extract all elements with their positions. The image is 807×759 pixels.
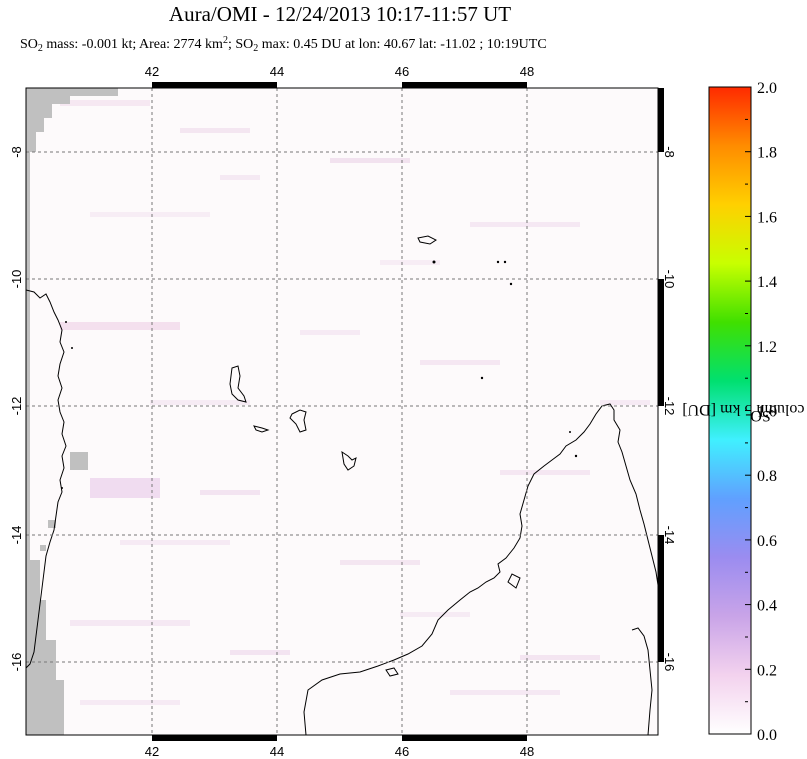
mozambique-coast: [26, 289, 67, 669]
lat-right-label: -8: [662, 146, 677, 158]
colorbar-tick-label: 1.2: [757, 339, 777, 356]
lon-bottom-label: 48: [520, 744, 534, 759]
lat-left-label: -10: [9, 270, 24, 289]
lat-left-label: -16: [9, 653, 24, 672]
colorbar-ramp: [708, 86, 752, 735]
missing-data-patch: [70, 452, 88, 470]
colorbar-labels: 2.0 1.8 1.6 1.4 1.2 1.0 0.8 0.6 0.4 0.2 …: [757, 80, 777, 744]
small-islets: [61, 260, 578, 489]
colorbar-tick-label: 1.0: [757, 404, 777, 421]
grande-comore-island: [229, 365, 247, 403]
colorbar-title-suffix: PCA column 5 km [DU]: [682, 401, 807, 419]
aldabra-atoll: [417, 235, 437, 245]
lon-bottom-label: 42: [145, 744, 159, 759]
colorbar-tick-label: 1.4: [757, 274, 777, 291]
nosy-be-island: [507, 573, 521, 589]
map-title: Aura/OMI - 12/24/2013 10:17-11:57 UT: [168, 2, 512, 26]
lon-labels: 42 44 46 48 42 44 46 48: [145, 64, 534, 759]
subtitle-max-sub: 2: [253, 43, 259, 54]
subtitle-area-sup: 2: [222, 35, 228, 46]
colorbar-tick-label: 0.2: [757, 662, 777, 679]
lat-right-label: -14: [662, 526, 677, 545]
coastlines: [26, 235, 658, 735]
lat-left-label: -8: [9, 146, 24, 158]
colorbar: 2.0 1.8 1.6 1.4 1.2 1.0 0.8 0.6 0.4 0.2 …: [708, 80, 777, 744]
map-frame: [25, 87, 659, 736]
lat-left-label: -14: [9, 526, 24, 545]
lon-bottom-label: 44: [270, 744, 284, 759]
colorbar-tick-label: 0.8: [757, 468, 777, 485]
subtitle-mass-prefix: SO: [20, 37, 38, 52]
lon-top-label: 48: [520, 64, 534, 79]
colorbar-ticks: [745, 86, 751, 735]
anjouan-island: [289, 409, 307, 433]
colorbar-tick-label: 2.0: [757, 80, 777, 97]
lat-right-label: -16: [662, 653, 677, 672]
lon-top-label: 42: [145, 64, 159, 79]
lat-left-label: -12: [9, 397, 24, 416]
lon-bottom-label: 46: [395, 744, 409, 759]
madagascar-east-coast: [631, 627, 653, 735]
lon-top-label: 44: [270, 64, 284, 79]
so2-field: [26, 88, 658, 735]
subtitle-mass-sub: 2: [37, 43, 43, 54]
subtitle-mass-text: mass: -0.001 kt; Area: 2774 km: [42, 37, 223, 52]
map-border-scale: [152, 82, 664, 741]
colorbar-tick-label: 1.8: [757, 145, 777, 162]
missing-data-bottom-left: [26, 560, 64, 735]
map-plot: [25, 87, 659, 736]
madagascar-coast: [303, 403, 658, 735]
colorbar-tick-label: 0.0: [757, 727, 777, 744]
map-subtitle: SO2 mass: -0.001 kt; Area: 2774 km2; SO2…: [20, 35, 547, 54]
lat-labels: -8 -10 -12 -14 -16 -8 -10 -12 -14 -16: [9, 146, 677, 671]
lat-right-label: -12: [662, 397, 677, 416]
small-island: [385, 667, 399, 677]
colorbar-tick-label: 1.6: [757, 209, 777, 226]
colorbar-tick-label: 0.4: [757, 598, 777, 615]
colorbar-tick-label: 0.6: [757, 533, 777, 550]
moheli-island: [253, 425, 270, 433]
mayotte-island: [341, 450, 357, 471]
lon-top-label: 46: [395, 64, 409, 79]
subtitle-max-sep: ; SO: [227, 37, 254, 52]
map-background: [26, 88, 658, 735]
lat-right-label: -10: [662, 270, 677, 289]
subtitle-max-text: max: 0.45 DU at lon: 40.67 lat: -11.02 ;…: [258, 37, 547, 52]
